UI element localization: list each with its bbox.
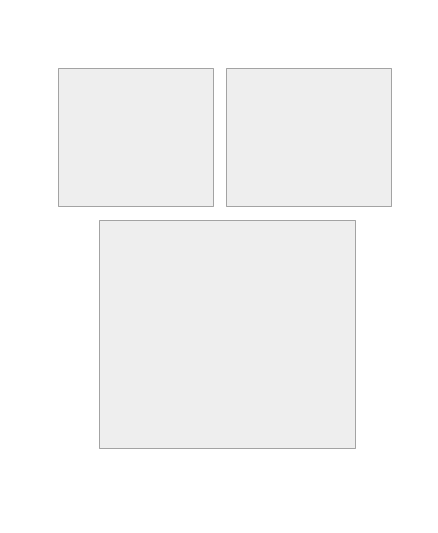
Bar [58, 68, 212, 206]
Bar [99, 220, 355, 448]
Bar [226, 68, 391, 206]
